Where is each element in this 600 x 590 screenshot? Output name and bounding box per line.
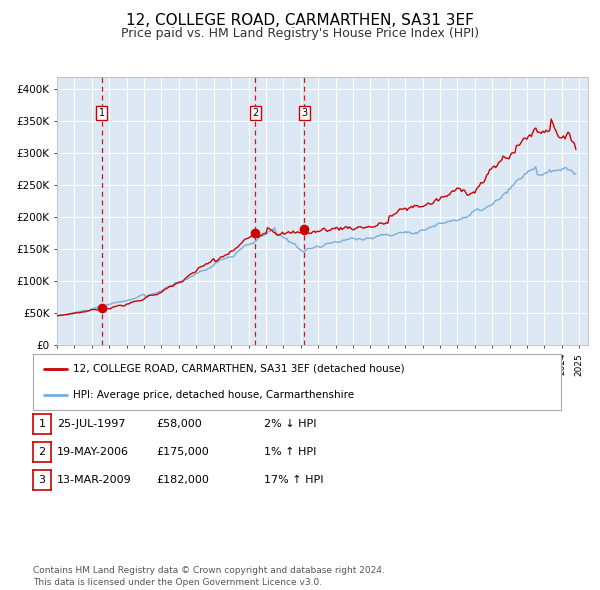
Text: 3: 3 (38, 476, 46, 485)
Text: £58,000: £58,000 (156, 419, 202, 428)
Text: Price paid vs. HM Land Registry's House Price Index (HPI): Price paid vs. HM Land Registry's House … (121, 27, 479, 40)
Text: 12, COLLEGE ROAD, CARMARTHEN, SA31 3EF: 12, COLLEGE ROAD, CARMARTHEN, SA31 3EF (126, 13, 474, 28)
Text: 3: 3 (301, 108, 307, 118)
Text: 17% ↑ HPI: 17% ↑ HPI (264, 476, 323, 485)
Text: HPI: Average price, detached house, Carmarthenshire: HPI: Average price, detached house, Carm… (73, 391, 354, 401)
Text: Contains HM Land Registry data © Crown copyright and database right 2024.
This d: Contains HM Land Registry data © Crown c… (33, 566, 385, 587)
Text: 13-MAR-2009: 13-MAR-2009 (57, 476, 132, 485)
Text: 2: 2 (252, 108, 258, 118)
Text: 19-MAY-2006: 19-MAY-2006 (57, 447, 129, 457)
Text: £182,000: £182,000 (156, 476, 209, 485)
Text: 2: 2 (38, 447, 46, 457)
Text: 1% ↑ HPI: 1% ↑ HPI (264, 447, 316, 457)
Text: 1: 1 (38, 419, 46, 428)
Text: 12, COLLEGE ROAD, CARMARTHEN, SA31 3EF (detached house): 12, COLLEGE ROAD, CARMARTHEN, SA31 3EF (… (73, 363, 404, 373)
Text: 1: 1 (98, 108, 105, 118)
Text: 2% ↓ HPI: 2% ↓ HPI (264, 419, 317, 428)
Text: 25-JUL-1997: 25-JUL-1997 (57, 419, 125, 428)
Text: £175,000: £175,000 (156, 447, 209, 457)
